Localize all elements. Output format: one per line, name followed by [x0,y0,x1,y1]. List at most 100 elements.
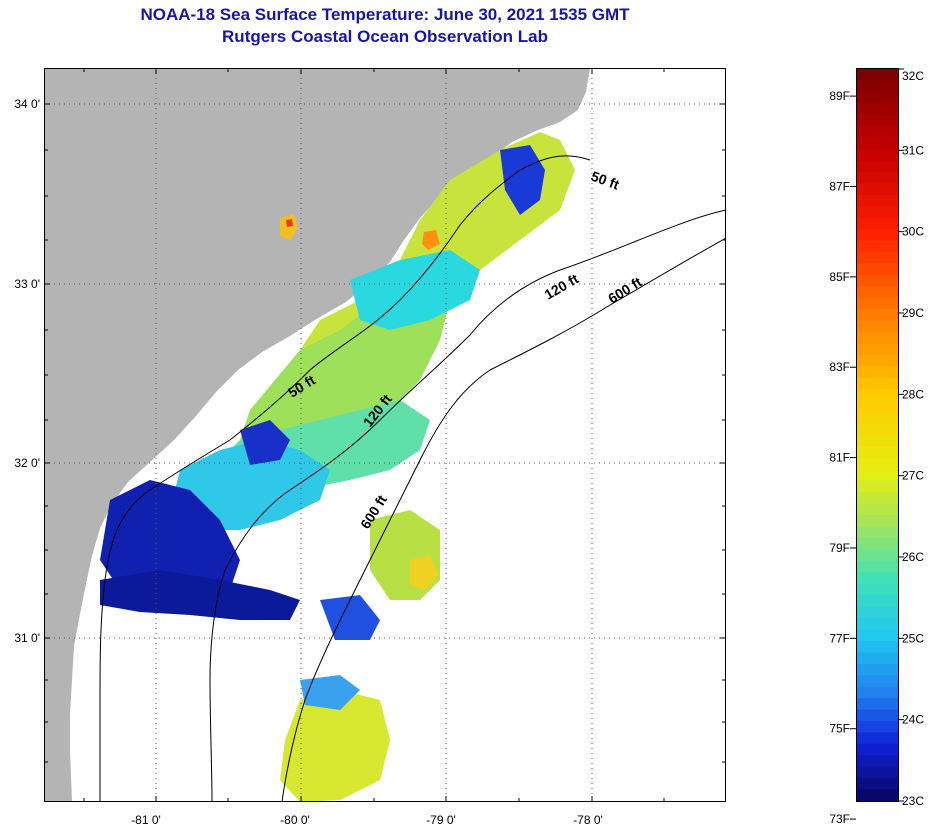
colorbar-band [857,663,898,676]
colorbar-label-fahrenheit: 85F [829,270,850,284]
colorbar-band [857,435,898,448]
colorbar-label-celsius: 25C [902,631,924,645]
colorbar-band [857,263,898,276]
colorbar-band [857,537,898,550]
colorbar-band [857,766,898,779]
colorbar-band [857,698,898,711]
colorbar-band [857,274,898,287]
colorbar-label-fahrenheit: 79F [829,541,850,555]
colorbar-label-fahrenheit: 81F [829,451,850,465]
colorbar-band [857,343,898,356]
lon-label: -80 0' [280,813,310,827]
colorbar-band [857,515,898,528]
colorbar-band [857,629,898,642]
colorbar-band [857,720,898,733]
contour-120ft [209,209,726,802]
colorbar-label-celsius: 29C [902,306,924,320]
colorbar-band [857,91,898,104]
colorbar-label-celsius: 27C [902,469,924,483]
colorbar-band [857,778,898,791]
colorbar-band [857,755,898,768]
colorbar-band [857,492,898,505]
lon-label: -79 0' [426,813,456,827]
colorbar-band [857,103,898,116]
lon-label: -81 0' [131,813,161,827]
colorbar-band [857,743,898,756]
colorbar-label-celsius: 28C [902,387,924,401]
contour-600ft [281,237,726,802]
colorbar-band [857,194,898,207]
colorbar-band [857,354,898,367]
colorbar-label-fahrenheit: 83F [829,360,850,374]
colorbar-band [857,377,898,390]
colorbar-label-fahrenheit: 73F [829,812,850,826]
colorbar-band [857,446,898,459]
colorbar-band [857,400,898,413]
lon-label: -78 0' [573,813,603,827]
colorbar: 89F 87F 85F 83F 81F 79F 77F 75F 73F 32C 31C 30C 29C… [829,68,924,826]
lat-label: 31 0' [14,631,40,645]
colorbar-band [857,332,898,345]
colorbar-band [857,286,898,299]
colorbar-band [857,309,898,322]
map-frame [44,68,726,802]
colorbar-band [857,560,898,573]
colorbar-band [857,469,898,482]
map-title: NOAA-18 Sea Surface Temperature: June 30… [140,5,630,24]
colorbar-band [857,80,898,93]
colorbar-band [857,114,898,127]
colorbar-band [857,503,898,516]
colorbar-band [857,149,898,162]
colorbar-label-fahrenheit: 77F [829,631,850,645]
colorbar-band [857,686,898,699]
colorbar-label-celsius: 24C [902,713,924,727]
land-northeast [600,68,726,180]
bathymetry-contours [99,155,726,802]
colorbar-band [857,320,898,333]
colorbar-band [857,709,898,722]
land-area [44,68,590,802]
colorbar-band [857,297,898,310]
lat-label: 34 0' [14,97,40,111]
colorbar-band [857,160,898,173]
colorbar-band [857,789,898,802]
colorbar-band [857,526,898,539]
colorbar-band [857,595,898,608]
colorbar-band [857,457,898,470]
colorbar-band [857,183,898,196]
colorbar-band [857,389,898,402]
colorbar-frame [856,68,899,802]
colorbar-band [857,412,898,425]
map-subtitle: Rutgers Coastal Ocean Observation Lab [222,27,548,46]
graticule [44,68,726,802]
sst-imagery [100,132,575,802]
colorbar-band [857,675,898,688]
colorbar-label-fahrenheit: 75F [829,722,850,736]
colorbar-label-fahrenheit: 89F [829,89,850,103]
colorbar-band [857,171,898,184]
colorbar-band [857,652,898,665]
colorbar-band [857,366,898,379]
colorbar-band [857,229,898,242]
colorbar-band [857,606,898,619]
colorbar-band [857,126,898,139]
colorbar-label-celsius: 26C [902,550,924,564]
colorbar-band [857,252,898,265]
contour-50ft [99,155,591,802]
lat-label: 33 0' [14,277,40,291]
colorbar-band [857,423,898,436]
axis-ticks [44,68,726,802]
colorbar-band [857,732,898,745]
colorbar-label-celsius: 31C [902,143,924,157]
colorbar-band [857,206,898,219]
colorbar-label-celsius: 23C [902,794,924,808]
colorbar-band [857,572,898,585]
colorbar-band [857,69,898,82]
colorbar-label-celsius: 30C [902,225,924,239]
colorbar-band [857,549,898,562]
colorbar-band [857,640,898,653]
colorbar-label-fahrenheit: 87F [829,179,850,193]
lat-label: 32 0' [14,456,40,470]
colorbar-band [857,618,898,631]
